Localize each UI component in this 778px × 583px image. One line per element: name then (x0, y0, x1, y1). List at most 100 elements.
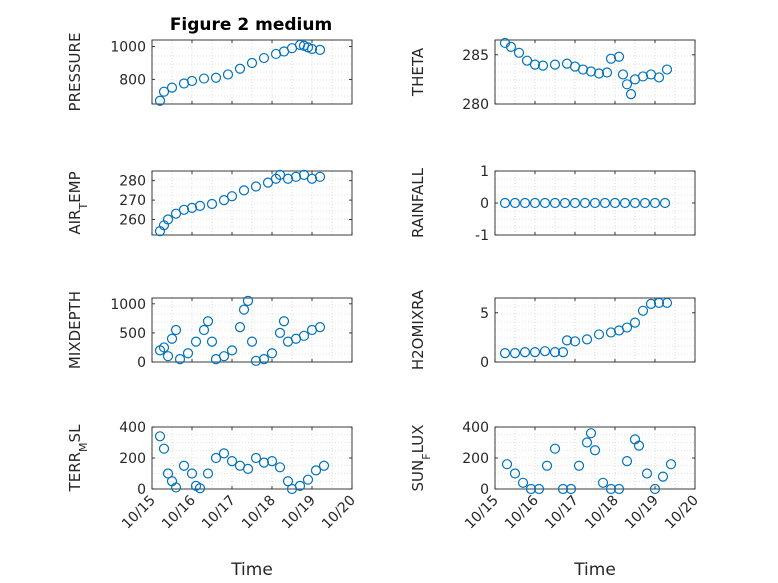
data-point (314, 44, 326, 55)
data-point (649, 197, 661, 209)
data-point (298, 330, 310, 341)
data-point (314, 321, 326, 333)
data-point (178, 460, 190, 471)
data-point (226, 456, 238, 467)
data-point (633, 440, 645, 451)
y-axis-label: MIXDEPTH (66, 291, 84, 369)
x-tick-label: 10/17 (199, 493, 239, 533)
data-point (246, 336, 258, 347)
subplot-air-temp: 260 270 280 AIRTEMP (66, 169, 353, 237)
data-point (198, 73, 210, 84)
data-point (561, 335, 573, 346)
x-tick-label: 10/15 (462, 493, 502, 533)
x-tick-label: 10/19 (622, 493, 662, 533)
x-axis-label: Time (573, 560, 616, 580)
y-tick-label: 285 (462, 48, 489, 64)
data-point (226, 345, 238, 356)
data-point (657, 471, 669, 482)
data-point (158, 342, 170, 353)
y-tick-label: 0 (137, 482, 146, 498)
data-point (621, 322, 633, 333)
y-tick-label: 500 (119, 326, 146, 342)
data-point (242, 295, 254, 307)
data-point (158, 443, 170, 454)
data-point (302, 474, 314, 485)
x-tick-label: 10/18 (239, 493, 279, 533)
data-point (593, 329, 605, 340)
y-tick-label: 1 (480, 164, 489, 180)
data-point (499, 348, 511, 359)
series-markers (499, 197, 671, 209)
subplot-pressure: 800 1000 PRESSURE (66, 33, 353, 111)
series-markers (154, 431, 330, 495)
data-point (589, 445, 601, 456)
data-point (629, 197, 641, 209)
y-axis-label: TERRMSL (66, 424, 90, 493)
data-point (549, 59, 561, 70)
data-point (659, 197, 671, 209)
y-tick-label: 400 (119, 420, 146, 436)
data-point (533, 483, 545, 495)
data-point (519, 197, 531, 209)
data-point (605, 53, 617, 64)
data-point (258, 52, 270, 64)
data-point (521, 55, 533, 66)
data-point (170, 482, 182, 493)
data-point (246, 57, 258, 69)
data-point (274, 169, 286, 180)
y-tick-label: 280 (119, 174, 146, 190)
data-point (537, 60, 549, 71)
x-tick-label: 10/20 (662, 493, 702, 533)
data-point (577, 64, 589, 75)
data-point (194, 200, 206, 212)
data-point (274, 462, 286, 473)
y-tick-label: 200 (462, 451, 489, 467)
data-point (579, 197, 591, 209)
data-point (625, 89, 637, 100)
data-point (653, 297, 665, 309)
x-tick-label: 10/17 (542, 493, 582, 533)
data-point (166, 82, 178, 93)
data-point (637, 71, 649, 82)
data-point (162, 468, 174, 479)
grid-lines (494, 298, 696, 362)
x-tick-label: 10/16 (159, 492, 199, 532)
data-point (238, 304, 250, 315)
subplot-sun-flux: 0 200 400 SUNFLUX 10/15 10/16 10/17 10/18 10/19 1… (409, 420, 702, 580)
grid-lines (151, 298, 353, 362)
data-point (581, 334, 593, 345)
y-tick-label: 1000 (110, 40, 146, 56)
series-markers (501, 428, 677, 495)
y-tick-label: 0 (480, 196, 489, 212)
data-point (509, 197, 521, 209)
data-point (274, 327, 286, 339)
data-point (266, 348, 278, 359)
data-point (158, 86, 170, 97)
grid-lines (151, 40, 353, 104)
data-point (593, 68, 605, 79)
data-point (186, 75, 198, 87)
data-point (310, 465, 322, 476)
x-tick-label: 10/15 (119, 493, 159, 533)
subplot-mixdepth: 0 500 1000 MIXDEPTH (66, 291, 353, 371)
data-point (517, 477, 529, 488)
data-point (549, 197, 561, 209)
data-point (557, 347, 569, 358)
data-point (601, 67, 613, 78)
data-point (621, 79, 633, 90)
data-point (202, 316, 214, 327)
data-point (234, 63, 246, 74)
data-point (645, 298, 657, 310)
data-point (581, 437, 593, 448)
data-point (499, 197, 511, 209)
data-point (250, 452, 262, 464)
data-point (238, 185, 250, 196)
data-point (613, 51, 625, 62)
data-point (186, 468, 198, 479)
data-point (290, 171, 302, 182)
data-point (162, 214, 174, 225)
x-tick-label: 10/16 (502, 492, 542, 532)
y-axis-label: AIRTEMP (66, 171, 90, 234)
data-point (605, 483, 617, 495)
data-point (258, 457, 270, 468)
